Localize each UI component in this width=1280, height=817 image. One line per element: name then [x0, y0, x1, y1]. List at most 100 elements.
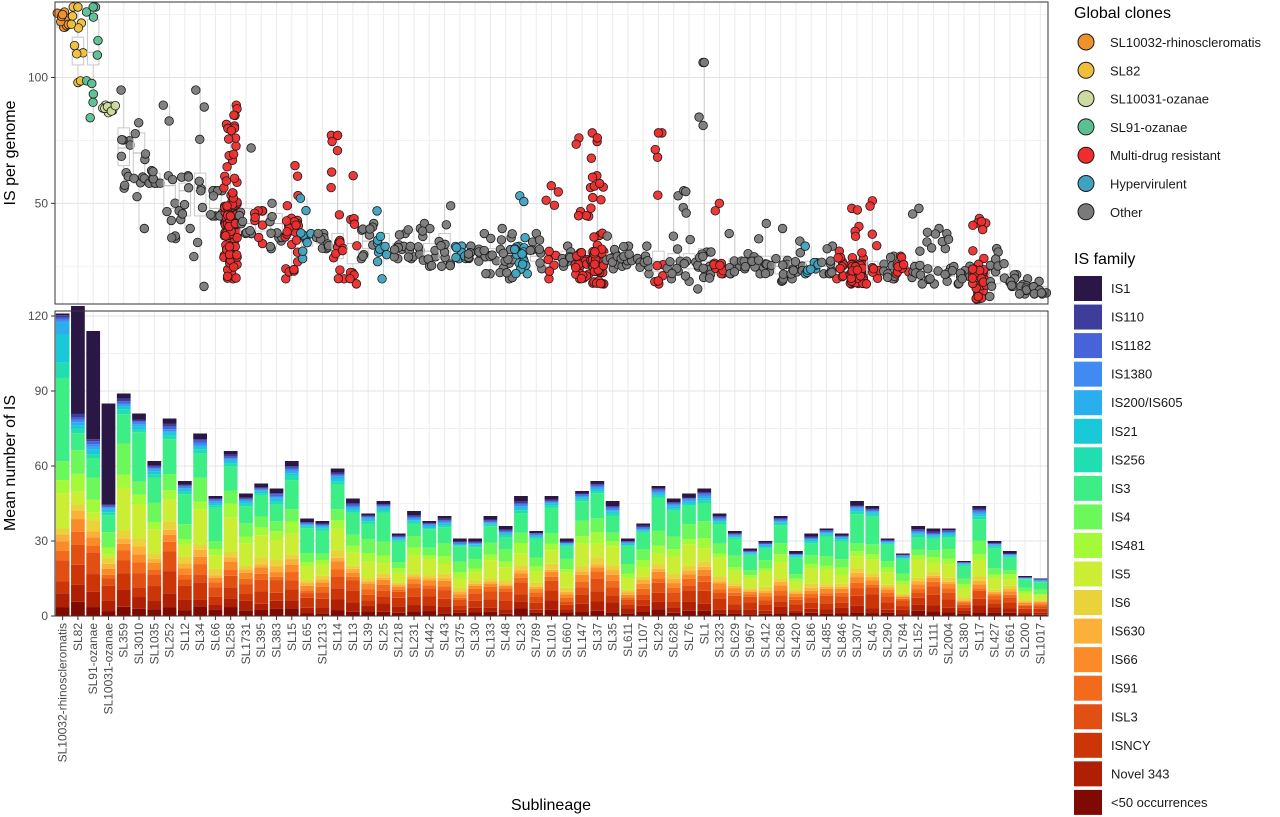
bar-segment-SL375	[452, 544, 467, 545]
top-y-tick-label: 50	[35, 196, 49, 210]
bar-segment-SL13	[346, 534, 360, 546]
bar-segment-SL290	[880, 561, 895, 568]
point-SL628	[665, 256, 675, 267]
bar-segment-SL231	[407, 515, 421, 517]
legend-is-family-label: <50 occurrences	[1111, 795, 1208, 810]
bar-segment-SL231	[407, 536, 421, 548]
bar-segment-SL35	[605, 510, 620, 512]
bar-segment-SL133	[483, 607, 498, 612]
bar-segment-SL76	[682, 497, 696, 499]
point-SL3010	[140, 149, 151, 159]
bar-segment-SL133	[483, 521, 498, 523]
bar-segment-SL82	[71, 531, 85, 545]
bar-segment-SL66	[208, 577, 223, 583]
bar-segment-SL629	[727, 555, 742, 568]
x-tick-label-SL65: SL65	[300, 623, 314, 651]
bar-segment-SL43	[437, 598, 452, 607]
bar-segment-SL1731	[239, 523, 253, 537]
legend-global-clones-label: SL82	[1110, 63, 1140, 78]
bar-segment-SL25	[376, 596, 391, 604]
bar-segment-SL661	[1002, 555, 1017, 556]
point-SL3010	[130, 129, 140, 139]
bar-segment-SL45	[865, 594, 880, 609]
bar-segment-SL1213	[315, 598, 330, 608]
bar-segment-SL660	[559, 591, 574, 595]
point-SL76	[685, 234, 695, 245]
bar-segment-SL967	[743, 588, 757, 591]
bar-segment-SL43	[437, 580, 452, 587]
point-SL383	[267, 198, 277, 209]
bar-segment-SL147	[575, 494, 589, 496]
legend-is-family-swatch	[1074, 390, 1102, 416]
bar-segment-SL846	[834, 586, 849, 589]
bar-segment-SL967	[743, 591, 757, 595]
bar-segment-SL252	[162, 607, 177, 616]
bar-segment-SL111	[926, 611, 941, 616]
bar-segment-SL661	[1002, 602, 1017, 609]
bar-segment-SL661	[1002, 555, 1017, 557]
bar-segment-SL66	[208, 498, 223, 500]
bar-segment-SL15	[284, 608, 299, 616]
bar-segment-SL789	[529, 535, 544, 538]
x-tick-label-SL15: SL15	[285, 623, 299, 651]
bar-segment-SL30	[468, 547, 482, 559]
bar-segment-SL395	[254, 488, 269, 490]
bar-segment-SL442	[422, 588, 437, 597]
bar-segment-SL323	[712, 520, 727, 522]
bar-segment-SL17	[972, 506, 987, 509]
bar-segment-SL2004	[941, 537, 956, 549]
bar-segment-SL359	[116, 401, 131, 404]
bar-segment-SL147	[575, 501, 589, 521]
bar-segment-SL43	[437, 520, 452, 522]
bar-segment-SL258	[223, 607, 238, 616]
bar-segment-SL3010	[132, 426, 146, 430]
bar-segment-SL82	[71, 504, 85, 511]
bar-segment-SL375	[452, 591, 467, 595]
bar-segment-SL846	[834, 574, 849, 584]
bar-segment-SL442	[422, 524, 437, 526]
bar-segment-SL76	[682, 601, 696, 611]
point-SL29	[652, 260, 662, 271]
bar-segment-SL30	[468, 585, 482, 589]
point-SL29	[653, 190, 663, 200]
bar-segment-SL628	[666, 549, 681, 556]
bar-segment-SL1017	[1033, 600, 1048, 602]
bar-segment-SL45	[865, 576, 880, 581]
bar-segment-SL82	[71, 413, 85, 418]
bar-segment-SL15	[284, 564, 299, 573]
bar-segment-SL660	[559, 543, 574, 544]
point-SL30	[463, 249, 474, 259]
point-SL1731	[245, 226, 255, 236]
bar-segment-SL1017	[1033, 589, 1048, 595]
bar-segment-SL35	[605, 574, 620, 581]
bar-segment-SL147	[575, 536, 589, 544]
bar-segment-SL15	[284, 600, 299, 609]
bar-segment-SL29	[651, 497, 666, 531]
point-SL661	[1006, 280, 1017, 291]
bar-segment-SL23	[514, 513, 528, 533]
point-SL48	[498, 248, 509, 258]
bar-segment-SL252	[162, 534, 177, 542]
bar-segment-SL13	[346, 572, 360, 577]
bar-segment-SL380	[957, 564, 971, 566]
bar-segment-SL252	[162, 571, 177, 594]
point-SL359	[116, 151, 127, 162]
bar-segment-SL307	[850, 501, 864, 506]
bar-segment-SL111	[926, 557, 941, 563]
bar-segment-SL789	[529, 571, 544, 583]
bar-segment-SL485	[819, 534, 834, 537]
bar-segment-SL412	[758, 560, 773, 569]
bar-segment-SL10031-ozanae	[101, 505, 116, 508]
point-SL420	[788, 265, 799, 276]
legend-is-family-swatch	[1074, 418, 1102, 444]
bar-segment-SL3010	[132, 546, 146, 555]
bar-segment-SL427	[987, 603, 1002, 608]
bar-segment-SL152	[911, 531, 926, 533]
bar-segment-SL846	[834, 541, 849, 560]
bar-segment-SL967	[743, 553, 757, 555]
point-SL485	[827, 267, 837, 278]
x-tick-label-SL1731: SL1731	[239, 623, 253, 665]
bar-segment-SL34	[193, 509, 208, 546]
bar-segment-SL66	[208, 499, 223, 501]
bar-segment-SL76	[682, 565, 696, 571]
